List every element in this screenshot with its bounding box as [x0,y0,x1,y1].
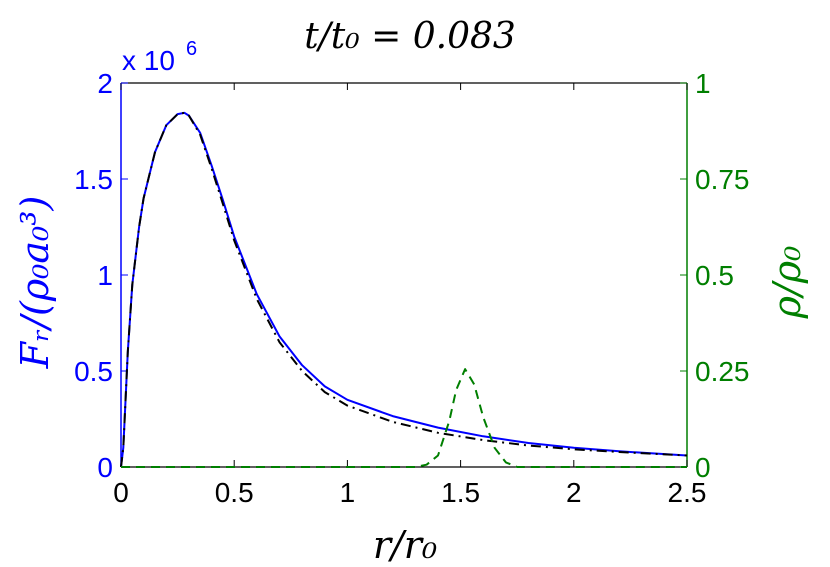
x-tick-label: 2.5 [668,477,707,508]
y-right-tick-label: 0.75 [695,164,750,195]
y-right-tick-label: 0.25 [695,356,750,387]
y-left-tick-label: 1.5 [74,164,113,195]
chart-title: t/t₀ = 0.083 [304,16,516,57]
x-tick-label: 1 [340,477,356,508]
series-line-1 [120,111,688,468]
y-right-tick-label: 1 [695,68,711,99]
left-axis-exponent-power: 6 [186,38,197,60]
left-axis-title: Fᵣ/(ρ₀a₀³) [13,196,57,370]
y-left-tick-label: 1 [97,260,113,291]
y-left-tick-label: 0.5 [74,356,113,387]
x-tick-label: 1.5 [441,477,480,508]
x-axis-title: r/r₀ [373,523,437,567]
series-line-3 [121,368,687,468]
x-tick-label: 0.5 [215,477,254,508]
y-right-tick-label: 0.5 [695,260,734,291]
series-line-2 [120,111,688,468]
x-tick-label: 0 [113,477,129,508]
y-right-tick-label: 0 [695,452,711,483]
y-left-tick-label: 2 [97,68,113,99]
y-left-tick-label: 0 [97,452,113,483]
right-axis-title: ρ/ρ₀ [765,246,809,320]
x-tick-label: 2 [566,477,582,508]
left-axis-exponent-base: x 10 [122,45,175,76]
